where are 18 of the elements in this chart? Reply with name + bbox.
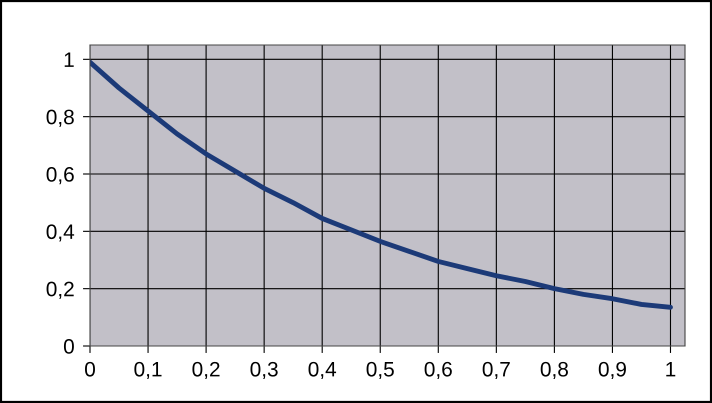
x-tick-label: 0,2: [192, 362, 220, 380]
x-tick-label: 0,9: [598, 362, 626, 380]
x-tick-label: 0,7: [482, 362, 510, 380]
x-tick-label: 0,4: [308, 362, 336, 380]
y-tick-label: 0: [64, 339, 74, 354]
x-tick-label: 0: [85, 362, 95, 377]
y-tick-label: 0,4: [46, 224, 74, 242]
x-tick-label: 0,8: [540, 362, 568, 380]
x-tick-label: 0,1: [134, 362, 162, 380]
y-tick-label: 0,8: [46, 110, 74, 127]
y-tick-label: 0,6: [46, 167, 74, 184]
y-tick-label: 0,2: [46, 282, 74, 299]
x-tick-label: 0,6: [424, 362, 452, 380]
x-tick-label: 0,5: [366, 362, 394, 380]
x-tick-label: 1: [666, 362, 676, 376]
x-tick-label: 0,3: [250, 362, 278, 380]
y-tick-label: 1: [64, 52, 74, 67]
line-series: [90, 60, 673, 310]
